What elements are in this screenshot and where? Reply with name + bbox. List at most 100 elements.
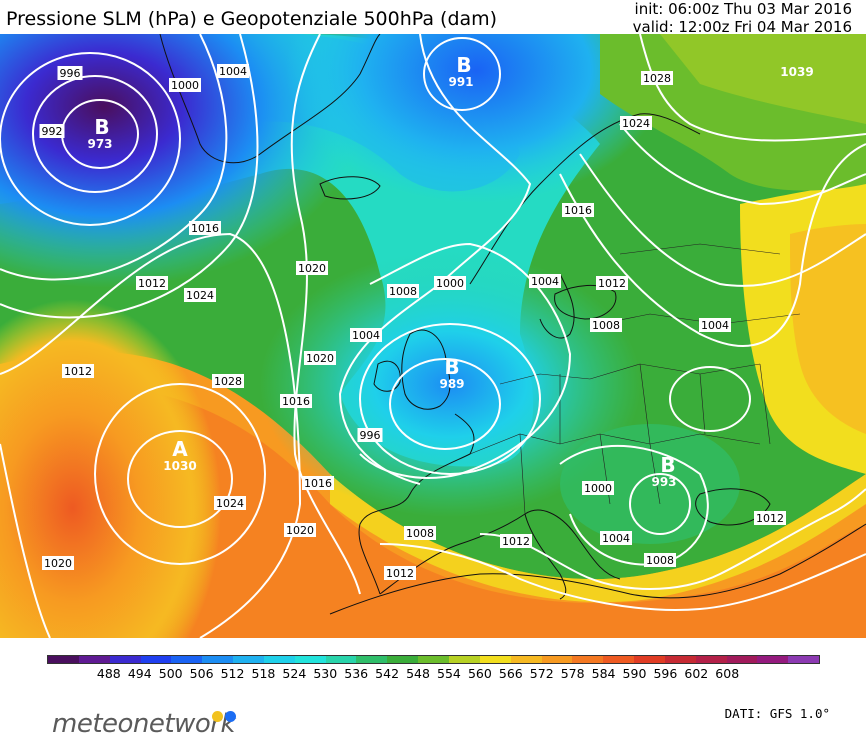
isobar-label-bg <box>39 124 65 138</box>
low-center-1: B 973 <box>87 115 112 151</box>
colorbar-tick-label: 608 <box>715 666 740 681</box>
isobar-label: 1012 <box>502 535 530 548</box>
isobar-label: 1008 <box>646 554 674 567</box>
isobar-label-bg <box>620 116 652 130</box>
isobar-label: 1020 <box>298 262 326 275</box>
isobar-label-bg <box>590 318 622 332</box>
isobar-label: 1000 <box>436 277 464 290</box>
isobar-label-bg <box>62 364 94 378</box>
isobar-label-bg <box>57 66 83 80</box>
isobar-label: 1012 <box>756 512 784 525</box>
colorbar-segment <box>78 656 110 663</box>
meteonetwork-logo: meteonetwork <box>52 709 236 739</box>
colorbar-tick-label: 584 <box>591 666 616 681</box>
colorbar-tick-label: 554 <box>437 666 461 681</box>
isobar-labels: 996 992 1000 1004 1016 1012 1024 1020 1028 1016 10… <box>39 64 786 580</box>
colorbar-tick-label: 506 <box>189 666 214 681</box>
isobar-label: 996 <box>60 67 81 80</box>
colorbar-segment <box>448 656 480 663</box>
high-center-1: A 1030 <box>163 437 196 473</box>
isobar-label: 1028 <box>214 375 242 388</box>
colorbar-segment <box>695 656 727 663</box>
isobar-label-bg <box>189 221 221 235</box>
isobar-label-bg <box>434 276 466 290</box>
isobar-label: 1016 <box>304 477 332 490</box>
isobar-label-bg <box>644 553 676 567</box>
isobar-label: 1020 <box>286 524 314 537</box>
isobar-label-bg <box>754 511 786 525</box>
isobar-label: 1020 <box>306 352 334 365</box>
colorbar-segment <box>109 656 141 663</box>
run-info: init: 06:00z Thu 03 Mar 2016 valid: 12:0… <box>633 0 852 36</box>
isobar-label: 1020 <box>44 557 72 570</box>
colorbar-segment <box>263 656 295 663</box>
colorbar-segment <box>634 656 665 663</box>
colorbar-tick-label: 512 <box>220 666 245 681</box>
isobar-label: 1004 <box>531 275 559 288</box>
colorbar-tick-label: 488 <box>96 666 121 681</box>
isobar-label-bg <box>387 284 419 298</box>
data-source: DATI: GFS 1.0° <box>724 706 830 721</box>
svg-text:B: B <box>444 355 459 379</box>
isobar-label: 1016 <box>564 204 592 217</box>
svg-text:973: 973 <box>87 137 112 151</box>
colorbar-tick-label: 572 <box>529 666 554 681</box>
logo-dot-blue-icon <box>225 711 236 722</box>
country-borders <box>469 243 801 515</box>
isobar-label-bg <box>384 566 416 580</box>
svg-text:1039: 1039 <box>780 65 813 79</box>
isobar-label: 1000 <box>171 79 199 92</box>
isobar-label-bg <box>562 203 594 217</box>
logo-dot-yellow-icon <box>212 711 223 722</box>
isobar-label: 1004 <box>602 532 630 545</box>
isobar-label-bg <box>136 276 168 290</box>
isobar-label-bg <box>350 328 382 342</box>
colorbar-tick-label: 518 <box>251 666 276 681</box>
colorbar-segment <box>140 656 172 663</box>
svg-text:989: 989 <box>439 377 464 391</box>
colorbar-tick-label: 578 <box>560 666 585 681</box>
colorbar-tick-label: 548 <box>406 666 430 681</box>
colorbar-tick-label: 530 <box>313 666 338 681</box>
isobar-label-bg <box>529 274 561 288</box>
isobar-label: 1004 <box>219 65 247 78</box>
colorbar-segment <box>171 656 203 663</box>
colorbar-segment <box>541 656 573 663</box>
colorbar-segment <box>48 656 79 663</box>
isobar-label: 996 <box>360 429 381 442</box>
colorbar-segment <box>664 656 696 663</box>
isobar-label: 1008 <box>592 319 620 332</box>
isobar-label-bg <box>296 261 328 275</box>
colorbar-tick-label: 524 <box>282 666 307 681</box>
colorbar-segment <box>572 656 604 663</box>
isobar-label-bg <box>357 428 383 442</box>
isobar-label-bg <box>600 531 632 545</box>
svg-text:B: B <box>456 53 471 77</box>
colorbar-segment <box>202 656 234 663</box>
isobar-label-bg <box>582 481 614 495</box>
colorbar-tick-label: 542 <box>375 666 400 681</box>
colorbar-segment <box>757 656 789 663</box>
isobar-label: 1004 <box>701 319 729 332</box>
colorbar-segment <box>479 656 511 663</box>
colorbar-tick-label: 566 <box>498 666 523 681</box>
svg-text:1030: 1030 <box>163 459 196 473</box>
svg-text:A: A <box>172 437 188 461</box>
init-time: init: 06:00z Thu 03 Mar 2016 <box>634 0 852 18</box>
isobar-label-bg <box>280 394 312 408</box>
isobar-label-bg <box>284 523 316 537</box>
colorbar-segment <box>387 656 419 663</box>
isobar-label-bg <box>304 351 336 365</box>
colorbar-tick-label: 500 <box>158 666 183 681</box>
svg-text:B: B <box>660 453 675 477</box>
svg-text:991: 991 <box>448 75 473 89</box>
valid-time: valid: 12:00z Fri 04 Mar 2016 <box>632 18 852 36</box>
isobar-label: 1016 <box>191 222 219 235</box>
isobar-label-bg <box>699 318 731 332</box>
isobar-label: 1008 <box>406 527 434 540</box>
isobar-label-bg <box>641 71 673 85</box>
colorbar-segment <box>418 656 449 663</box>
colorbar-segment <box>356 656 388 663</box>
chart-title: Pressione SLM (hPa) e Geopotenziale 500h… <box>6 8 498 30</box>
colorbar-tick-label: 602 <box>684 666 709 681</box>
